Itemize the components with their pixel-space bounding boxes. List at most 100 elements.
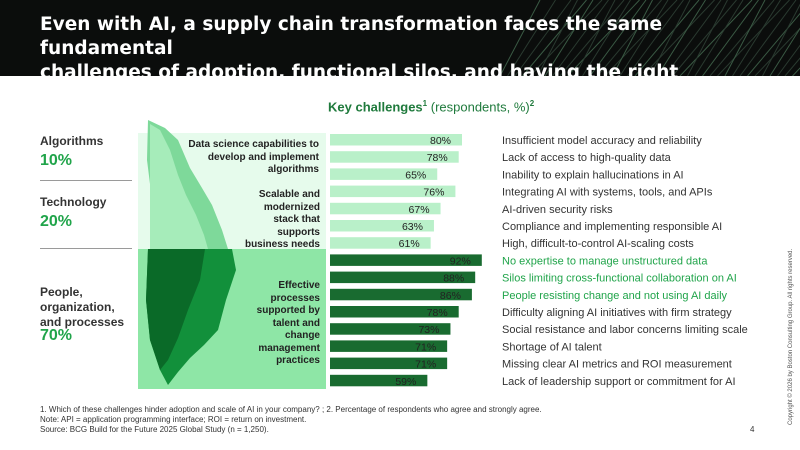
header-decoration-line	[559, 0, 625, 76]
bar-value-label: 71%	[415, 341, 436, 353]
bar	[330, 151, 459, 163]
header-decoration	[499, 0, 800, 76]
category-label: Lack of leadership support or commitment…	[502, 376, 736, 388]
category-label: Shortage of AI talent	[502, 341, 602, 353]
iceberg-label-people: Effective processes supported by talent …	[256, 280, 320, 366]
iceberg-top-highlight	[150, 124, 208, 249]
category-label: High, difficult-to-control AI-scaling co…	[502, 238, 694, 250]
category-label: Lack of access to high-quality data	[502, 152, 672, 164]
bar	[330, 202, 441, 215]
title-line-2: challenges of adoption, functional silos…	[40, 62, 679, 76]
bar	[330, 271, 476, 284]
category-technology-label: Technology	[40, 195, 107, 209]
header-decoration-line	[612, 0, 653, 76]
header-decoration-line	[732, 0, 781, 76]
header-decoration-line	[724, 0, 766, 76]
category-people-label: People, organization, and processes	[40, 285, 125, 329]
category-algorithms-pct: 10%	[40, 152, 73, 169]
header-decoration-line	[687, 0, 728, 76]
category-algorithms-label: Algorithms	[40, 134, 104, 148]
category-label: Social resistance and labor concerns lim…	[502, 324, 748, 336]
header-decoration-line	[747, 12, 800, 76]
bar	[330, 185, 456, 198]
bar	[330, 323, 451, 335]
page-title: Even with AI, a supply chain transformat…	[40, 13, 780, 76]
bar	[330, 306, 459, 318]
header-decoration-line	[514, 0, 572, 76]
bar-value-label: 73%	[418, 324, 439, 336]
header-decoration-line	[522, 0, 587, 76]
header-decoration-line	[619, 0, 669, 76]
chart-title: Key challenges1 (respondents, %)2	[328, 99, 534, 114]
chart-title-text: Key challenges	[328, 99, 423, 115]
iceberg-bottom-shadow	[146, 249, 205, 370]
header-decoration-line	[777, 44, 800, 76]
category-technology-pct: 20%	[40, 213, 73, 230]
chart-unit-label: (respondents, %)	[430, 99, 530, 115]
chart-title-footnote-ref: 1	[422, 99, 428, 108]
bar-value-label: 67%	[409, 204, 430, 216]
header-decoration-line	[567, 0, 640, 76]
bar	[330, 254, 482, 266]
category-label: Difficulty aligning AI initiatives with …	[502, 307, 732, 319]
category-label: Insufficient model accuracy and reliabil…	[502, 135, 702, 147]
header-decoration-line	[709, 0, 775, 76]
copyright-notice: Copyright © 2026 by Boston Consulting Gr…	[788, 248, 794, 425]
bar-value-label: 80%	[430, 135, 451, 147]
bar-value-label: 78%	[427, 152, 448, 164]
bar-value-label: 65%	[405, 169, 426, 181]
bar-value-label: 59%	[395, 376, 416, 388]
value-labels: 80%78%65%76%67%63%61%92%88%86%78%73%71%7…	[395, 135, 470, 388]
header-decoration-line	[754, 27, 800, 76]
bar	[330, 237, 431, 249]
header-decoration-line	[694, 0, 744, 76]
page-number: 4	[750, 425, 755, 434]
header-decoration-line	[582, 0, 631, 76]
header-decoration-line	[544, 0, 594, 76]
bar	[330, 220, 434, 232]
header-decoration-line	[529, 0, 603, 76]
header-decoration-line	[784, 57, 800, 76]
chart-unit-footnote-ref: 2	[529, 99, 535, 108]
header-decoration-line	[739, 0, 797, 76]
category-label: Missing clear AI metrics and ROI measure…	[502, 359, 732, 371]
bar	[330, 168, 438, 180]
iceberg-illustration	[138, 120, 326, 389]
bar	[330, 357, 448, 370]
iceberg-label-technology: Scalable and modernized stack that suppo…	[244, 189, 320, 250]
header-decoration-line	[672, 0, 737, 76]
bar-value-label: 76%	[423, 187, 444, 199]
header-decoration-line	[664, 0, 722, 76]
footnote-line-1: 1. Which of these challenges hinder adop…	[40, 405, 542, 414]
bar-series	[330, 134, 482, 387]
bar-value-label: 61%	[399, 238, 420, 250]
header-decoration-line	[627, 0, 684, 76]
bar	[330, 374, 428, 387]
category-divider	[40, 248, 132, 249]
footnote-line-3: Source: BCG Build for the Future 2025 Gl…	[40, 425, 269, 434]
category-label: Compliance and implementing responsible …	[502, 221, 722, 233]
category-label: People resisting change and not using AI…	[502, 290, 728, 302]
header-decoration-line	[604, 0, 678, 76]
bar	[330, 134, 462, 146]
bar-value-label: 63%	[402, 221, 423, 233]
category-divider	[40, 180, 132, 181]
category-labels: Insufficient model accuracy and reliabil…	[502, 135, 748, 388]
bar	[330, 340, 448, 352]
bar-value-label: 92%	[450, 255, 471, 267]
bar-value-label: 78%	[427, 307, 448, 319]
header-decoration-line	[507, 0, 556, 76]
header-decoration-line	[634, 0, 700, 76]
category-people-pct: 70%	[40, 327, 73, 344]
bar-value-label: 88%	[443, 273, 464, 285]
category-label: AI-driven security risks	[502, 204, 613, 216]
bar-value-label: 86%	[440, 290, 461, 302]
footnotes: 1. Which of these challenges hinder adop…	[40, 405, 740, 435]
bar	[330, 288, 472, 301]
header-decoration-line	[769, 27, 800, 76]
header-decoration-line	[717, 0, 790, 76]
header-decoration-line	[679, 0, 753, 76]
footnote-line-2: Note: API = application programming inte…	[40, 415, 307, 424]
iceberg-label-algorithms: Data science capabilities to develop and…	[188, 139, 319, 175]
